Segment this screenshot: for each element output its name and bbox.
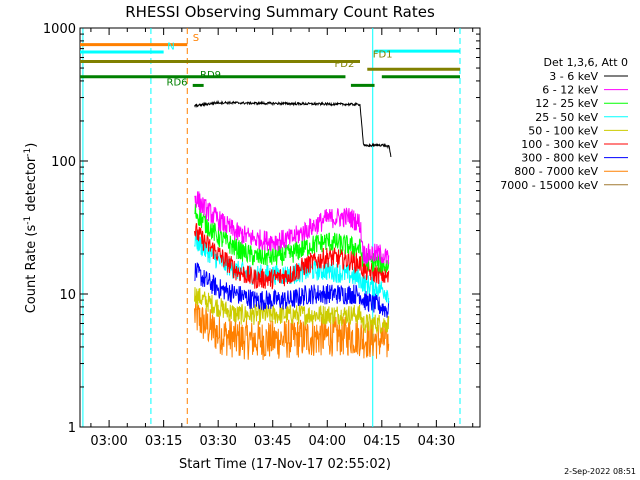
annotation-label-6: RD9 [200,70,221,81]
legend-label-4: 50 - 100 keV [528,124,598,137]
series-line-7 [194,295,390,361]
series-line-4 [194,287,390,334]
annotation-label-4: FD2 [335,59,355,70]
x-tick-label-5: 04:15 [363,434,400,449]
annotation-layer: S N FD1 FD2 RD6 RD9 [80,33,460,88]
annotation-label-5: RD6 [167,77,188,88]
vertical-markers [82,28,461,427]
legend-label-0: 3 - 6 keV [549,70,598,83]
x-tick-label-3: 03:45 [254,434,291,449]
y-label-end: ) [24,143,39,148]
legend-label-2: 12 - 25 keV [535,97,598,110]
legend-header: Det 1,3,6, Att 0 [544,56,628,69]
y-label-main: Count Rate (s [24,225,39,314]
legend-label-7: 800 - 7000 keV [514,165,598,178]
series-line-2 [194,203,390,273]
x-tick-label-1: 03:15 [145,434,182,449]
y-label-mid: detector [24,156,39,216]
y-axis-label: Count Rate (s-1 detector-1) [23,143,39,314]
footer-date: 2-Sep-2022 08:51 [564,467,636,476]
series-line-5 [194,222,390,290]
series-line-3 [194,230,390,304]
legend-label-6: 300 - 800 keV [521,152,598,165]
y-tick-label-3: 1000 [43,22,76,37]
series-line-0 [194,99,392,158]
series-line-6 [194,262,390,318]
axes: 03:00 03:15 03:30 03:45 04:00 04:15 04:30 1 10 10… [43,22,480,449]
series-line-1 [194,191,390,265]
annotation-label-0: S [193,33,199,44]
series-layer [194,99,392,361]
legend-label-8: 7000 - 15000 keV [500,179,598,192]
annotation-label-1: N [167,41,174,52]
plot-border [79,27,481,428]
plot-frame [79,27,481,428]
y-label-sup2: -1 [23,148,33,157]
x-tick-label-4: 04:00 [309,434,346,449]
annotation-label-3: FD1 [373,50,393,61]
y-label-sup1: -1 [23,216,33,225]
y-tick-label-1: 10 [59,288,76,303]
legend-label-5: 100 - 300 keV [521,138,598,151]
legend-label-3: 25 - 50 keV [535,111,598,124]
x-tick-label-0: 03:00 [90,434,127,449]
y-tick-label-2: 100 [51,155,76,170]
chart-title: RHESSI Observing Summary Count Rates [125,3,435,21]
y-tick-label-0: 1 [68,421,76,436]
x-tick-label-6: 04:30 [418,434,455,449]
x-axis-label: Start Time (17-Nov-17 02:55:02) [179,457,391,472]
legend-label-1: 6 - 12 keV [542,84,598,97]
x-tick-label-2: 03:30 [199,434,236,449]
